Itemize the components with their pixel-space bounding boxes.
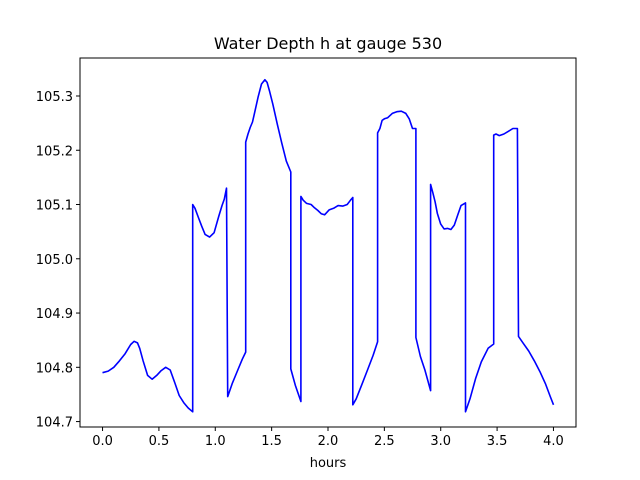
chart-title: Water Depth h at gauge 530 — [214, 34, 442, 53]
y-tick-label: 105.2 — [36, 144, 73, 159]
x-axis-label: hours — [310, 456, 347, 471]
y-axis-ticks: 104.7 104.8 104.9 105.0 105.1 105.2 105.3 — [36, 90, 80, 431]
x-tick-label: 3.0 — [430, 434, 451, 449]
y-tick-label: 105.1 — [36, 199, 73, 214]
x-tick-label: 1.5 — [261, 434, 282, 449]
x-tick-label: 2.5 — [374, 434, 395, 449]
y-tick-label: 105.3 — [36, 90, 73, 105]
plot-frame — [79, 57, 577, 428]
y-tick-label: 104.8 — [36, 361, 73, 376]
x-tick-label: 2.0 — [318, 434, 339, 449]
y-tick-label: 105.0 — [36, 253, 73, 268]
y-tick-label: 104.9 — [36, 307, 73, 322]
x-axis-ticks: 0.0 0.5 1.0 1.5 2.0 2.5 3.0 3.5 4.0 — [92, 427, 564, 449]
x-tick-label: 3.5 — [487, 434, 508, 449]
x-tick-label: 1.0 — [205, 434, 226, 449]
series-layer — [102, 78, 555, 413]
x-tick-label: 4.0 — [543, 434, 564, 449]
y-tick-label: 104.7 — [36, 416, 73, 431]
series-line-water-depth — [102, 78, 555, 413]
x-tick-label: 0.5 — [149, 434, 170, 449]
x-tick-label: 0.0 — [92, 434, 113, 449]
